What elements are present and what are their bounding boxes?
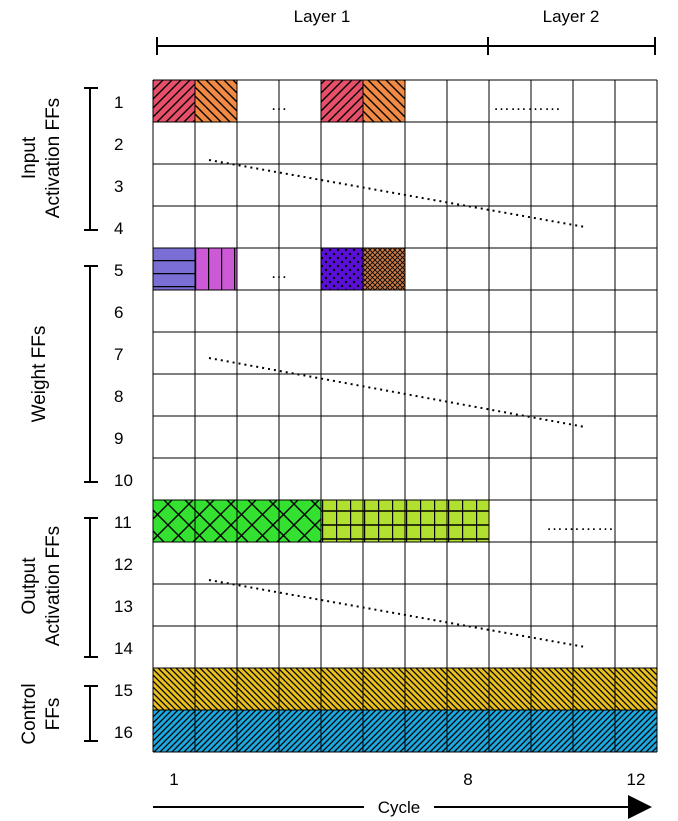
cell-input-r1-c5 bbox=[321, 80, 363, 122]
cell-input-r1-c1 bbox=[153, 80, 195, 122]
row-number: 13 bbox=[114, 597, 133, 616]
row-number: 9 bbox=[114, 429, 123, 448]
row-number: 15 bbox=[114, 681, 133, 700]
cell-weight-r5-c5 bbox=[321, 248, 363, 290]
dotted-diagonals bbox=[208, 159, 586, 648]
input-group-label-line1: Input bbox=[19, 136, 40, 179]
cell-input-r1-c2 bbox=[195, 80, 237, 122]
cell-weight-r5-c6 bbox=[363, 248, 405, 290]
control-group-label-line2: FFs bbox=[43, 698, 64, 731]
cell-input-r1-c6 bbox=[363, 80, 405, 122]
row-number: 1 bbox=[114, 93, 123, 112]
row-number: 2 bbox=[114, 135, 123, 154]
group-brackets bbox=[84, 87, 98, 742]
control-group-label-line1: Control bbox=[19, 683, 40, 744]
cell-weight-r5-c2 bbox=[195, 248, 237, 290]
row1-ellipsis-short: … bbox=[271, 95, 288, 114]
row-number: 16 bbox=[114, 723, 133, 742]
layer-bracket bbox=[156, 37, 656, 55]
input-group-label-line2: Activation FFs bbox=[43, 98, 64, 218]
row-number: 14 bbox=[114, 639, 133, 658]
output-group-label-line2: Activation FFs bbox=[43, 526, 64, 646]
row-number: 11 bbox=[114, 513, 132, 532]
cell-weight-r5-c1 bbox=[153, 248, 195, 290]
cycle-grid bbox=[152, 79, 658, 753]
cycle-tick-first: 1 bbox=[169, 770, 178, 789]
row1-ellipsis-long: ………… bbox=[493, 95, 561, 114]
output-diagonal bbox=[208, 579, 586, 648]
row5-ellipsis-short: … bbox=[271, 263, 288, 282]
row-number: 6 bbox=[114, 303, 123, 322]
output-group-label-line1: Output bbox=[19, 557, 40, 615]
row-number: 10 bbox=[114, 471, 133, 490]
layer1-label: Layer 1 bbox=[294, 7, 351, 26]
cycle-axis-label: Cycle bbox=[378, 798, 421, 817]
weight-group-label: Weight FFs bbox=[29, 326, 50, 423]
input-diagonal bbox=[208, 159, 586, 228]
row-number: 8 bbox=[114, 387, 123, 406]
cycle-tick-mid: 8 bbox=[463, 770, 472, 789]
weight-diagonal bbox=[208, 357, 586, 428]
cycle-tick-last: 12 bbox=[627, 770, 646, 789]
row-number: 12 bbox=[114, 555, 133, 574]
row-number: 4 bbox=[114, 219, 123, 238]
layer2-label: Layer 2 bbox=[543, 7, 600, 26]
row11-ellipsis-long: ………… bbox=[546, 515, 614, 534]
row-number: 3 bbox=[114, 177, 123, 196]
row-number: 7 bbox=[114, 345, 123, 364]
row-number: 5 bbox=[114, 261, 123, 280]
